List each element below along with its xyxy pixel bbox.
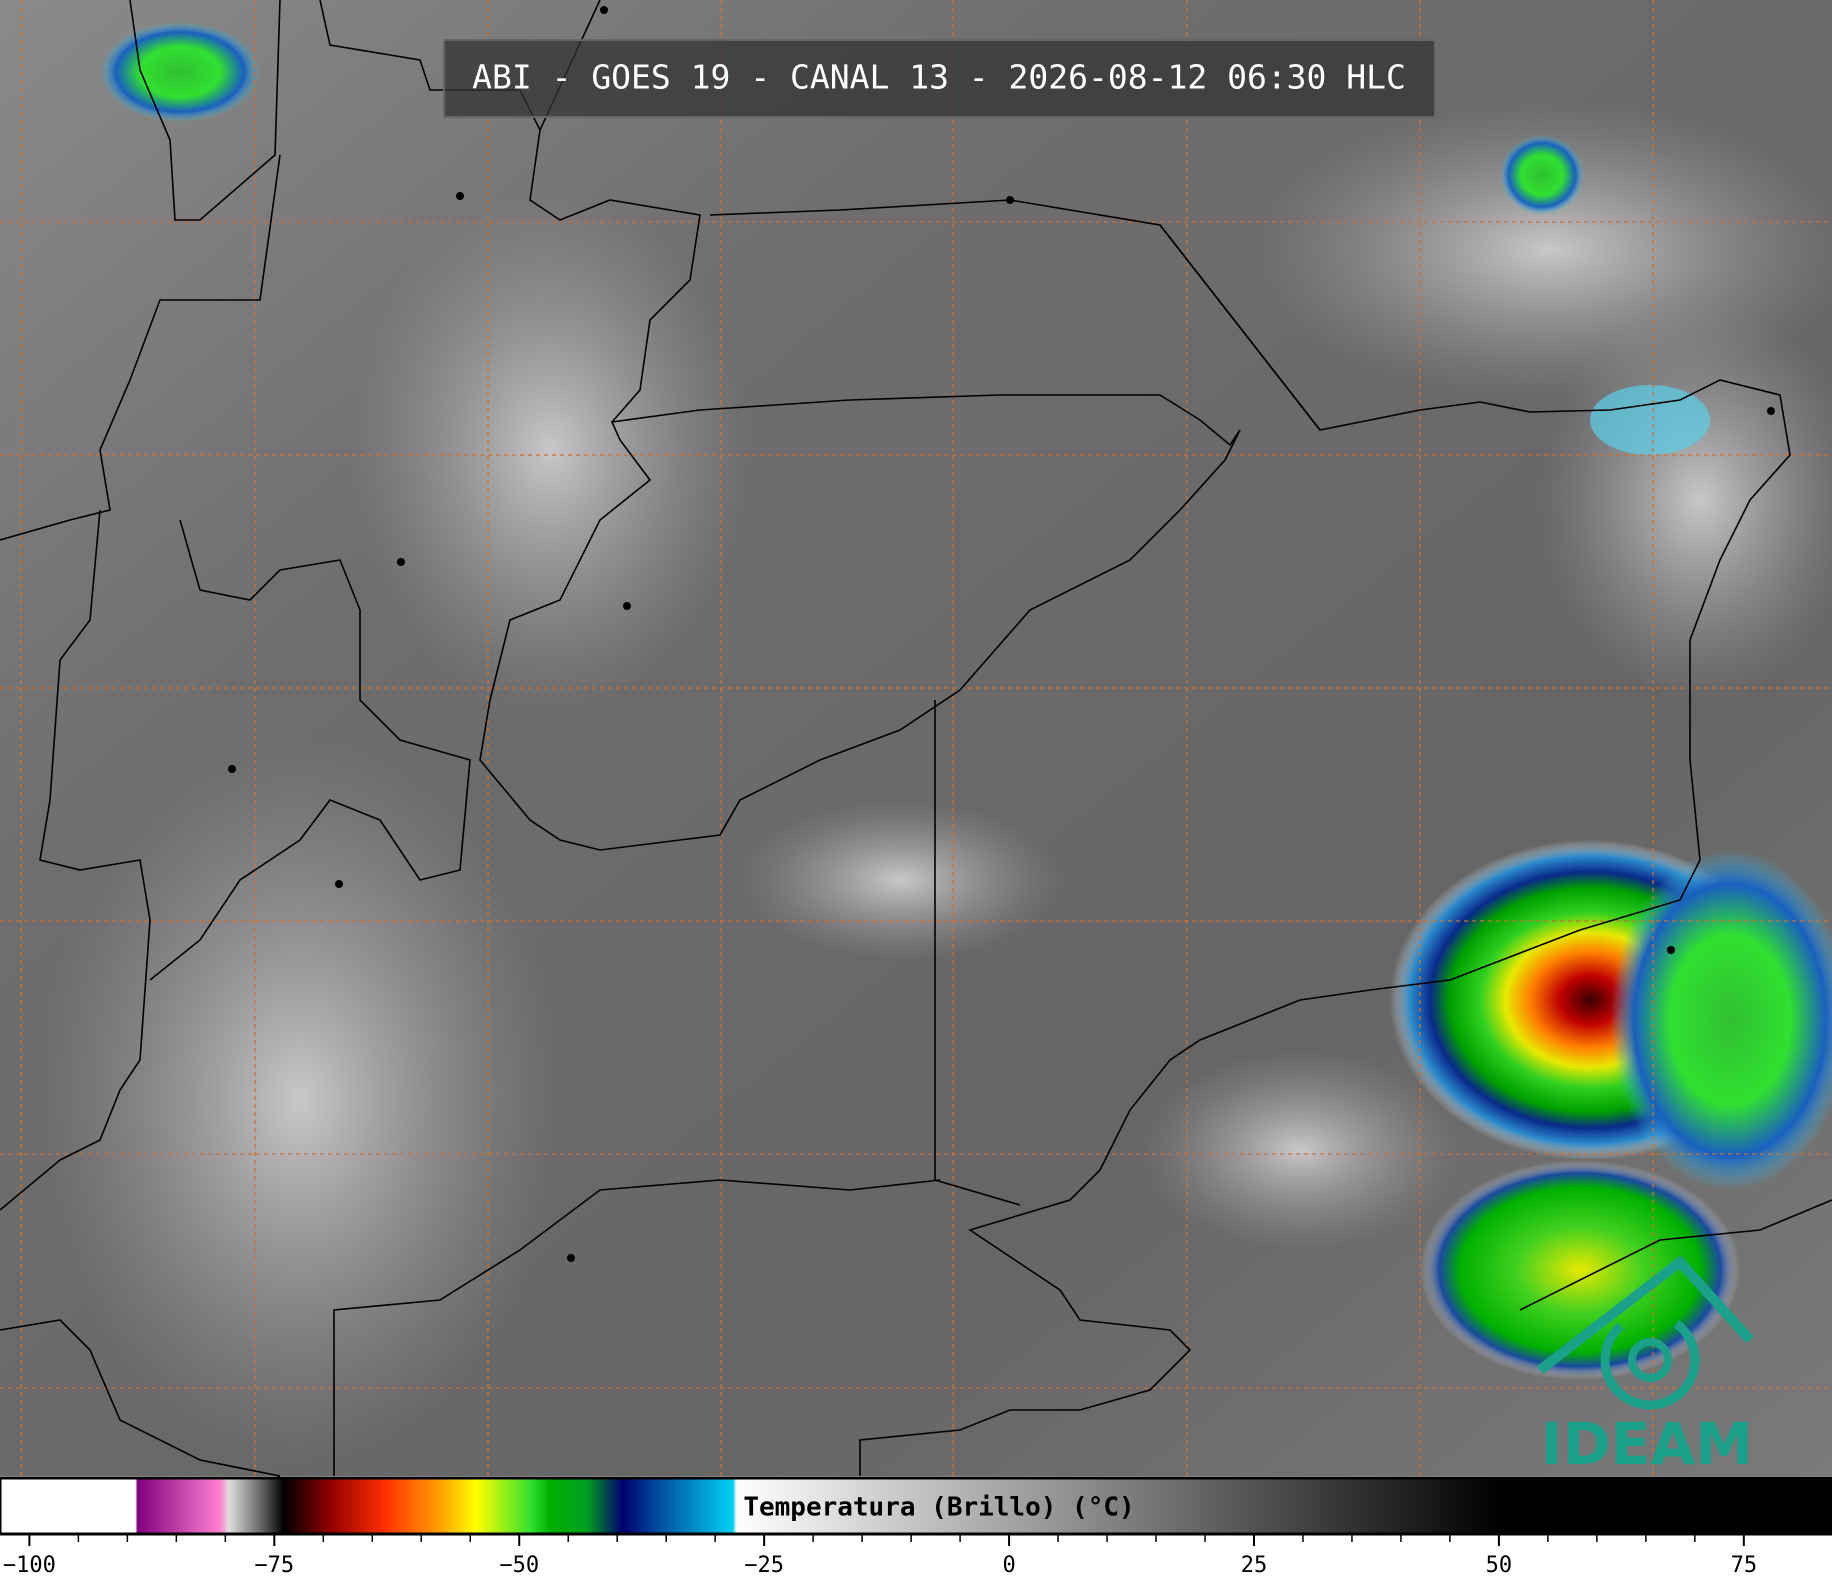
tick-label: 75 — [1731, 1553, 1758, 1577]
tick-label: −50 — [499, 1553, 539, 1577]
title: ABI - GOES 19 - CANAL 13 - 2026-08-12 06… — [472, 58, 1406, 97]
storms — [100, 22, 1832, 1380]
tick-label: 50 — [1486, 1553, 1513, 1577]
colorbar-label: Temperatura (Brillo) (°C) — [743, 1493, 1134, 1523]
colorbar-axis: −100 −75 −50 −25 0 25 50 75 — [3, 1534, 1757, 1577]
cities — [228, 6, 1775, 1262]
logo-text: IDEAM — [1541, 1410, 1753, 1478]
colorbar — [0, 1476, 1832, 1536]
tick-label: −25 — [744, 1553, 784, 1577]
borders — [0, 0, 1832, 1477]
tick-label: 0 — [1002, 1553, 1015, 1577]
tick-label: −75 — [254, 1553, 294, 1577]
ideam-logo: IDEAM — [1536, 1255, 1754, 1478]
grid — [0, 0, 1832, 1476]
tick-label: −100 — [3, 1553, 56, 1577]
title-box — [443, 39, 1436, 118]
tick-label: 25 — [1241, 1553, 1268, 1577]
